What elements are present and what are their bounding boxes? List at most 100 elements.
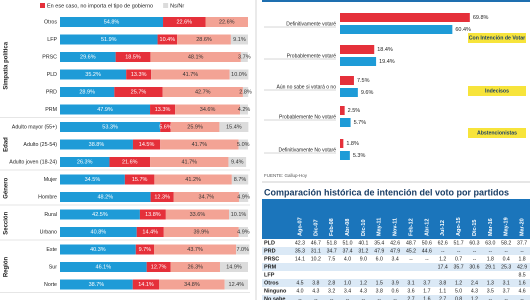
row-label: PLD xyxy=(264,240,275,246)
row-label: Adulto joven (18-24) xyxy=(9,159,57,165)
row-label: Ninguno xyxy=(264,288,287,294)
bar-segment xyxy=(139,209,166,220)
bar-segment xyxy=(160,139,239,150)
bar-segment xyxy=(242,87,249,97)
bar-segment xyxy=(238,227,248,237)
bar-segment xyxy=(240,104,248,115)
bar xyxy=(340,45,375,54)
column-header: Feb-12 xyxy=(408,218,414,236)
segment-label: 26.3% xyxy=(187,264,203,270)
bar-label: 9.6% xyxy=(361,90,374,96)
table-cell: 4.6 xyxy=(518,288,525,294)
bar-label: 5.3% xyxy=(353,153,366,159)
segment-label: 21.6% xyxy=(122,159,138,165)
table-cell: 3.4 xyxy=(344,288,351,294)
table-cell: 47.9 xyxy=(390,248,400,254)
bar-segment xyxy=(154,174,232,185)
segment-label: 3.7% xyxy=(238,54,251,60)
table-cell: -- xyxy=(457,248,461,254)
bar-segment xyxy=(60,279,133,290)
bar xyxy=(340,76,354,85)
segment-label: 18.5% xyxy=(125,54,141,60)
segment-label: 12.3% xyxy=(154,194,170,200)
segment-label: 40.8% xyxy=(91,229,107,235)
row-label: PRM xyxy=(264,264,277,270)
bar-label: 69.8% xyxy=(473,15,489,21)
segment-label: 34.7% xyxy=(199,194,215,200)
table-cell: 31.2 xyxy=(358,248,368,254)
table-cell: 44.6 xyxy=(422,248,432,254)
table-cell: 1.8 xyxy=(487,256,494,262)
bar-label: 19.4% xyxy=(379,59,395,65)
column-header: Ago-07 xyxy=(297,217,303,236)
bar-segment xyxy=(114,87,163,97)
bar-segment xyxy=(109,157,151,167)
bar-segment xyxy=(124,174,155,185)
table-cell: 51.8 xyxy=(327,240,337,246)
table-cell: 0.6 xyxy=(392,288,399,294)
table-cell: -- xyxy=(441,248,445,254)
bar-segment xyxy=(60,157,110,167)
bar-segment xyxy=(160,122,171,132)
row-label: Este xyxy=(46,247,57,253)
table-row xyxy=(262,263,530,271)
annotation: Con Intención de Votar xyxy=(469,35,525,41)
category-label: Definitivamente No votaré xyxy=(278,147,336,153)
segment-label: 28.9% xyxy=(79,89,95,95)
segment-label: 12.7% xyxy=(151,264,167,270)
table-cell: 4.0 xyxy=(296,288,303,294)
table-row xyxy=(262,239,530,247)
table-cell: 3.7 xyxy=(423,280,430,286)
table-cell: 1.2 xyxy=(439,256,446,262)
bar-segment xyxy=(126,69,152,80)
table-cell: 10.2 xyxy=(311,256,321,262)
bar-segment xyxy=(150,192,174,202)
row-label: PRD xyxy=(46,89,57,95)
table-cell: 3.2 xyxy=(328,288,335,294)
table-cell: 1.5 xyxy=(376,280,383,286)
bar xyxy=(340,57,377,66)
table-cell: -- xyxy=(362,296,366,300)
table-cell: -- xyxy=(330,296,334,300)
table-title: Comparación histórica de intención del v… xyxy=(264,187,509,197)
bar xyxy=(340,88,358,97)
segment-label: 26.3% xyxy=(77,159,93,165)
bar-segment xyxy=(165,209,230,220)
row-label: Otros xyxy=(264,280,279,286)
row-label: PRSC xyxy=(264,256,279,262)
table-cell: 2.7 xyxy=(439,296,446,300)
table-cell: 3.8 xyxy=(312,280,319,286)
bar-segment xyxy=(231,174,249,185)
table-cell: 35.4 xyxy=(374,240,384,246)
table-cell: 60.3 xyxy=(469,240,479,246)
row-label: Hombre xyxy=(38,194,57,200)
column-header: Feb-08 xyxy=(329,218,335,236)
table-header xyxy=(262,199,530,239)
annotation-box xyxy=(468,33,526,43)
table-cell: 1.6 xyxy=(423,296,430,300)
table-cell: 42.6 xyxy=(390,240,400,246)
column-header: May-19 xyxy=(504,217,510,236)
bar-segment xyxy=(230,34,248,45)
column-header: Jul-12 xyxy=(440,220,446,236)
row-label: Urbano xyxy=(40,229,57,235)
bar-segment xyxy=(236,244,250,255)
column-header: Dic-07 xyxy=(313,219,319,236)
segment-label: 41.7% xyxy=(181,159,197,165)
segment-label: 35.2% xyxy=(85,72,101,78)
table-cell: 3.6 xyxy=(407,288,414,294)
bar-segment xyxy=(219,262,248,272)
group-label: Sección xyxy=(4,211,10,234)
table-cell: -- xyxy=(473,256,477,262)
source-note: FUENTE: Gallup-Hoy xyxy=(264,173,308,178)
table-cell: 0.8 xyxy=(455,296,462,300)
table-cell: 1.2 xyxy=(360,280,367,286)
row-label: Mujer xyxy=(44,177,57,183)
group-label: Simpatía política xyxy=(4,41,10,89)
table-cell: -- xyxy=(393,296,397,300)
table-cell: 3.9 xyxy=(392,280,399,286)
legend-label: En ese caso, no importa el tipo de gobie… xyxy=(47,3,153,9)
table-cell: 3.8 xyxy=(376,288,383,294)
segment-label: 9.4% xyxy=(231,159,244,165)
category-label: Definitivamente votaré xyxy=(286,21,336,27)
